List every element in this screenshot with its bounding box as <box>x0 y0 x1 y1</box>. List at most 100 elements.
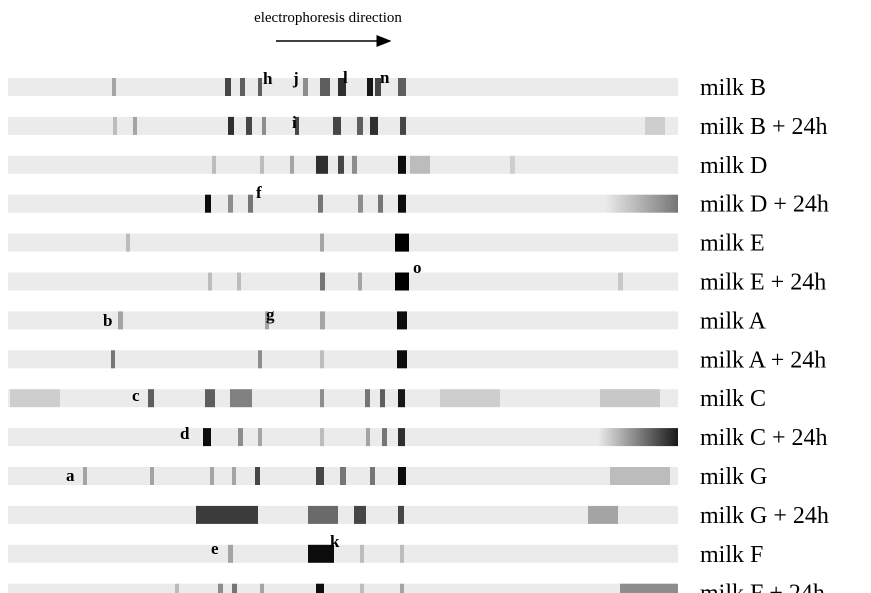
band-marker: j <box>292 69 299 88</box>
band <box>380 389 385 407</box>
band <box>510 156 515 174</box>
band <box>258 78 262 96</box>
band <box>203 428 211 446</box>
lane-background <box>8 389 678 407</box>
band <box>588 506 618 524</box>
lane: milk F + 24h <box>8 581 825 593</box>
band-marker: f <box>256 183 262 202</box>
band <box>320 311 325 329</box>
lane-label: milk D + 24h <box>700 192 829 218</box>
lane-background <box>8 428 678 446</box>
lane: milk Ga <box>8 464 767 490</box>
lane-background <box>8 584 678 593</box>
lane-label: milk F + 24h <box>700 581 825 593</box>
band <box>398 506 404 524</box>
band-marker: k <box>330 532 340 551</box>
band <box>133 117 137 135</box>
band <box>212 156 216 174</box>
band <box>357 117 363 135</box>
band <box>258 428 262 446</box>
lane-label: milk F <box>700 542 763 568</box>
band <box>440 389 500 407</box>
band-marker: h <box>263 69 273 88</box>
band <box>240 78 245 96</box>
band <box>378 195 383 213</box>
band <box>610 467 670 485</box>
lane: milk G + 24h <box>8 503 829 529</box>
band <box>398 195 406 213</box>
lane-label: milk G <box>700 464 767 490</box>
band <box>320 78 330 96</box>
band <box>238 428 243 446</box>
lane: milk A + 24h <box>8 347 826 373</box>
lane: milk F e k <box>8 532 763 568</box>
lane: milk A b g <box>8 305 767 334</box>
band <box>358 195 363 213</box>
band <box>320 234 324 252</box>
band <box>320 350 324 368</box>
band <box>382 428 387 446</box>
band <box>316 584 324 593</box>
band <box>397 350 407 368</box>
band-marker: e <box>211 539 219 558</box>
gel-figure: electrophoresis direction milk Bhjlnmilk… <box>0 0 871 593</box>
band <box>360 545 364 563</box>
band <box>354 506 366 524</box>
band <box>308 506 338 524</box>
lane-label: milk B <box>700 75 766 101</box>
band <box>370 467 375 485</box>
band <box>320 428 324 446</box>
band <box>208 273 212 291</box>
band <box>290 156 294 174</box>
band-marker: b <box>103 311 112 330</box>
band <box>148 389 154 407</box>
band-marker: g <box>266 305 275 324</box>
band <box>112 78 116 96</box>
lane-label: milk E + 24h <box>700 270 826 296</box>
lane-label: milk A <box>700 308 767 334</box>
band <box>232 584 237 593</box>
band <box>196 506 258 524</box>
lane-label: milk A + 24h <box>700 347 826 373</box>
lane-label: milk E <box>700 231 765 257</box>
lanes: milk Bhjlnmilk B + 24himilk Dmilk D + 24… <box>8 68 829 593</box>
band-marker: c <box>132 386 140 405</box>
band <box>320 389 324 407</box>
band <box>228 545 233 563</box>
lane-background <box>8 273 678 291</box>
band <box>175 584 179 593</box>
band <box>118 311 123 329</box>
band <box>83 467 87 485</box>
band <box>400 545 404 563</box>
lane: milk Cc <box>8 386 766 412</box>
band <box>605 195 678 213</box>
band <box>398 156 406 174</box>
band <box>360 584 364 593</box>
band <box>260 156 264 174</box>
band <box>398 78 406 96</box>
band <box>398 428 405 446</box>
band-marker: d <box>180 424 190 443</box>
lane-background <box>8 506 678 524</box>
band <box>366 428 370 446</box>
lane-label: milk B + 24h <box>700 114 828 140</box>
lane: milk E <box>8 231 765 257</box>
band <box>228 195 233 213</box>
lane: milk D + 24h f <box>8 183 829 218</box>
band <box>248 195 253 213</box>
band <box>316 467 324 485</box>
band <box>620 584 678 593</box>
lane-background <box>8 545 678 563</box>
band-marker: l <box>343 68 348 87</box>
band <box>370 117 378 135</box>
band <box>358 273 362 291</box>
band <box>237 273 241 291</box>
band <box>333 117 341 135</box>
band <box>230 389 252 407</box>
band <box>210 467 214 485</box>
band <box>10 389 60 407</box>
band <box>340 467 346 485</box>
band <box>205 195 211 213</box>
